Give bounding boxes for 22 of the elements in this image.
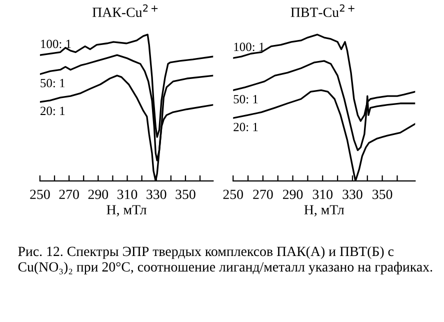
chart-title: ПАК-Cu$^{2+}$: [92, 4, 158, 18]
series-label: 50: 1: [234, 94, 258, 104]
x-tick-label: 330: [342, 190, 362, 200]
series-label: 100: 1: [41, 40, 71, 48]
chart-title: ПВТ-Cu$^{2+}$: [290, 4, 354, 18]
x-tick-label: 290: [88, 190, 108, 200]
x-tick-label: 270: [59, 190, 79, 200]
series-label: 20: 1: [234, 122, 258, 132]
x-tick-label: 290: [282, 190, 303, 200]
x-tick-label: 350: [372, 190, 392, 200]
x-axis-title: Н, мТл: [106, 205, 146, 216]
x-tick-label: 250: [30, 190, 50, 200]
series-label: 50: 1: [40, 78, 65, 88]
series-label: 20: 1: [40, 106, 65, 116]
x-tick-label: 310: [312, 190, 333, 200]
x-tick-label: 350: [176, 190, 196, 200]
x-tick-label: 310: [118, 190, 138, 200]
x-tick-label: 270: [253, 190, 273, 200]
text: Рис. 12. Спектры ЭПР твердых комплексов ПАК(А) и ПВТ(Б) с Cu(NO₃)₂ при 20°С, соотношение лиганд/металл указано на графиках.: [18, 246, 432, 274]
x-tick-label: 250: [223, 190, 243, 200]
x-tick-label: 330: [146, 190, 166, 200]
x-axis-title: Н, мТл: [304, 205, 344, 216]
